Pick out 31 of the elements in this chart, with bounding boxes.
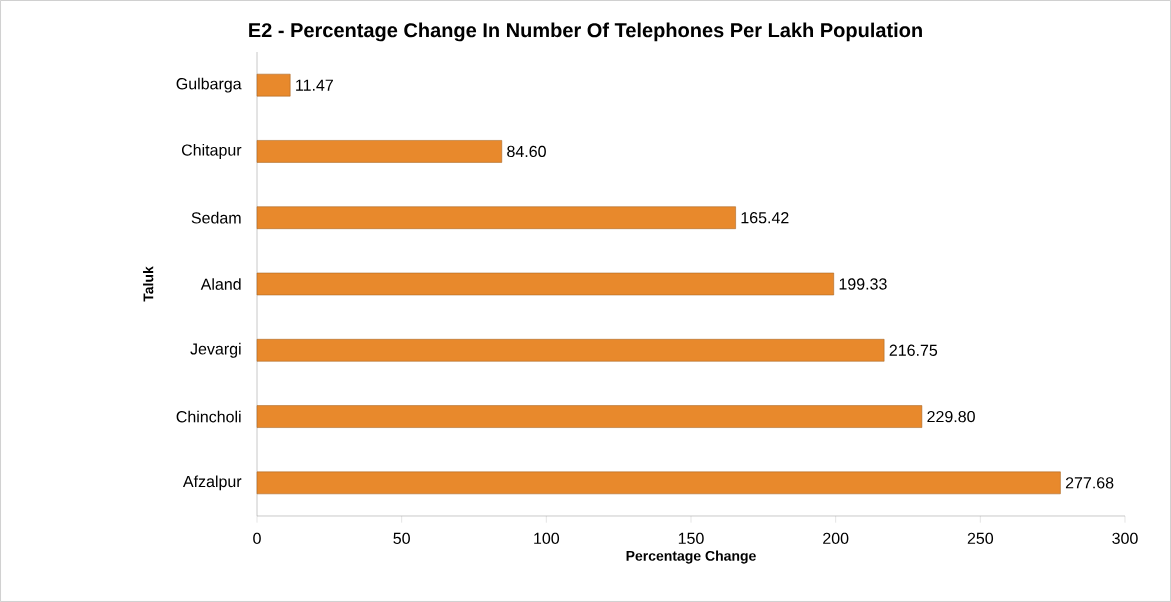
bar (256, 140, 503, 163)
x-tick-label: 300 (1112, 532, 1138, 545)
y-tick-label: Sedam (191, 211, 241, 224)
chart-title: E2 - Percentage Change In Number Of Telephones Per Lakh Population (249, 22, 922, 42)
x-tick-label: 150 (678, 532, 704, 545)
data-label: 11.47 (296, 79, 333, 91)
y-axis-title: Taluk (143, 266, 154, 302)
data-label: 229.80 (927, 410, 975, 423)
x-tick-label: 100 (534, 532, 560, 545)
data-label: 199.33 (839, 278, 887, 290)
data-label: 216.75 (889, 344, 938, 356)
y-tick-label: Jevargi (190, 342, 241, 358)
bar (256, 206, 736, 229)
y-tick-label: Chincholi (176, 410, 241, 423)
y-tick-label: Afzalpur (182, 475, 242, 491)
x-tick-label: 0 (253, 532, 261, 545)
data-label: 277.68 (1065, 477, 1114, 489)
bar (256, 405, 923, 428)
x-tick-label: 50 (393, 532, 410, 545)
data-label: 84.60 (507, 145, 546, 158)
bar (256, 339, 885, 362)
data-label: 165.42 (741, 212, 789, 224)
y-tick-label: Gulbarga (176, 77, 242, 93)
x-axis-title: Percentage Change (626, 550, 756, 564)
bar (256, 471, 1061, 495)
bar (256, 272, 834, 296)
x-tick-label: 200 (823, 532, 849, 545)
y-tick-label: Chitapur (181, 143, 242, 159)
x-tick-label: 250 (967, 532, 994, 545)
y-tick-label: Aland (200, 278, 241, 290)
bar (256, 73, 291, 97)
